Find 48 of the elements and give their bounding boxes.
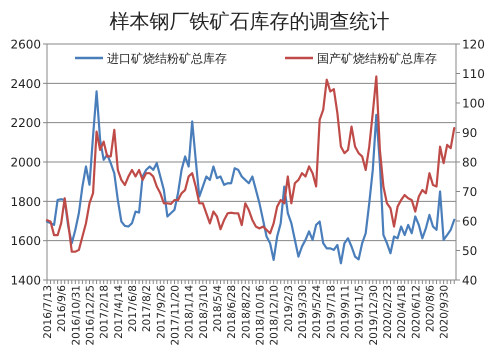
y-tick-label: 1600 xyxy=(10,234,41,248)
x-tick-label: 2016/10/31 xyxy=(70,285,82,346)
x-tick-label: 2018/10/16 xyxy=(254,284,266,346)
x-tick-label: 2019/12/30 xyxy=(368,285,380,346)
y-tick-label: 2400 xyxy=(10,76,41,91)
x-tick-label: 2019/11/5 xyxy=(354,285,366,339)
y-tick-label: 2000 xyxy=(10,156,41,170)
y2-tick-label: 50 xyxy=(462,244,478,258)
x-tick-label: 2017/4/14 xyxy=(112,284,125,339)
y-tick-label: 1800 xyxy=(10,194,41,209)
x-tick-label: 2019/7/18 xyxy=(325,285,338,339)
y2-tick-label: 70 xyxy=(462,185,478,199)
legend-label: 进口矿烧结粉矿总库存 xyxy=(107,52,227,66)
x-tick-label: 2018/5/4 xyxy=(212,284,224,332)
x-tick-label: 2018/12/10 xyxy=(268,285,281,346)
y-tick-label: 2600 xyxy=(10,38,41,52)
x-tick-label: 2018/8/22 xyxy=(240,285,252,339)
x-tick-label: 2019/2/3 xyxy=(282,285,295,332)
x-tick-label: 2020/2/23 xyxy=(382,285,394,339)
y2-tick-label: 80 xyxy=(462,156,478,170)
x-tick-label: 2017/8/2 xyxy=(141,285,154,332)
x-tick-label: 2019/9/11 xyxy=(339,285,352,339)
x-tick-label: 2018/6/28 xyxy=(226,285,238,339)
x-tick-label: 2020/8/6 xyxy=(424,284,436,332)
x-tick-label: 2020/9/30 xyxy=(438,285,451,339)
legend-label: 国产矿烧结粉矿总库存 xyxy=(317,52,437,66)
x-tick-label: 2017/9/26 xyxy=(155,284,168,339)
y2-tick-label: 100 xyxy=(462,96,485,110)
y2-tick-label: 110 xyxy=(462,67,485,81)
x-tick-label: 2016/7/13 xyxy=(42,285,54,339)
y2-tick-label: 120 xyxy=(462,38,485,52)
x-tick-label: 2017/6/8 xyxy=(126,285,139,332)
y2-tick-label: 40 xyxy=(462,274,478,288)
y-tick-label: 2200 xyxy=(10,116,41,130)
x-tick-label: 2016/12/25 xyxy=(84,285,96,346)
y-tick-label: 1400 xyxy=(10,274,41,288)
x-tick-label: 2020/4/18 xyxy=(396,285,408,339)
x-tick-label: 2017/11/20 xyxy=(169,285,182,346)
x-tick-label: 2017/2/18 xyxy=(98,285,111,339)
x-tick-label: 2020/6/12 xyxy=(410,285,422,339)
chart-title: 样本钢厂铁矿石库存的调查统计 xyxy=(110,9,390,33)
x-tick-label: 2019/5/24 xyxy=(311,284,324,339)
y2-tick-label: 60 xyxy=(462,214,478,228)
y2-tick-label: 90 xyxy=(462,126,478,140)
x-tick-label: 2018/1/14 xyxy=(184,284,196,339)
x-tick-label: 2019/3/30 xyxy=(296,285,309,339)
x-tick-label: 2016/9/6 xyxy=(56,284,68,332)
x-tick-label: 2018/3/10 xyxy=(198,285,210,339)
